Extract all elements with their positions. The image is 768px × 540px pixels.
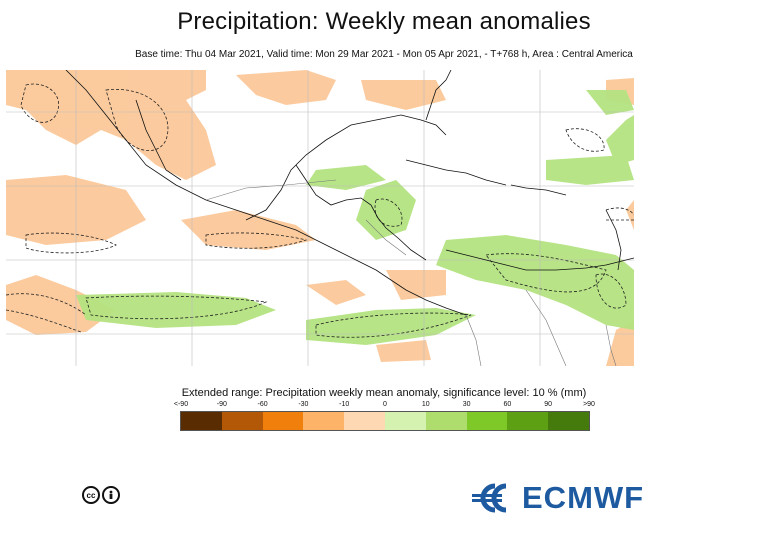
graticule — [6, 70, 634, 366]
legend-tick-label: 90 — [544, 401, 553, 408]
chart-title: Precipitation: Weekly mean anomalies — [177, 8, 591, 35]
anomaly-map[interactable] — [6, 70, 634, 366]
legend-tick-label: 0 — [383, 401, 387, 408]
license-badges: cc — [82, 486, 120, 504]
legend-color-bar — [180, 411, 590, 431]
legend-tick-label: 10 — [421, 401, 430, 408]
legend-swatch — [548, 412, 589, 430]
legend-tick-label: -60 — [257, 401, 268, 408]
legend-ticks: <-90 -90 -60 -30 -10 0 10 30 60 90 >90 — [174, 401, 595, 411]
attribution-icon — [102, 486, 120, 504]
legend-tick-label: -10 — [339, 401, 350, 408]
legend-title: Extended range: Precipitation weekly mea… — [181, 387, 587, 399]
coastlines — [65, 70, 634, 316]
legend-tick-label: -90 — [216, 401, 227, 408]
legend-tick-label: 30 — [462, 401, 471, 408]
legend-swatch — [181, 412, 222, 430]
legend-tick-label: 60 — [503, 401, 512, 408]
wet-anomaly-areas — [76, 90, 634, 345]
legend-tick-label: <-90 — [173, 401, 189, 408]
map-canvas — [6, 70, 634, 366]
legend-swatch — [221, 412, 263, 430]
country-borders — [205, 179, 617, 366]
creative-commons-icon: cc — [82, 486, 100, 504]
legend-swatch — [507, 412, 549, 430]
legend-swatch — [384, 412, 426, 430]
legend-tick-label: >90 — [583, 401, 595, 408]
legend-swatch — [466, 412, 508, 430]
legend-swatch — [344, 412, 385, 430]
legend-swatch — [262, 412, 304, 430]
chart-subtitle: Base time: Thu 04 Mar 2021, Valid time: … — [135, 49, 633, 60]
legend-swatch — [425, 412, 467, 430]
legend-swatch — [303, 412, 345, 430]
ecmwf-wordmark: ECMWF — [522, 480, 645, 515]
ecmwf-emblem-icon — [472, 483, 507, 513]
legend-tick-label: -30 — [298, 401, 309, 408]
ecmwf-logo: ECMWF — [470, 480, 690, 515]
